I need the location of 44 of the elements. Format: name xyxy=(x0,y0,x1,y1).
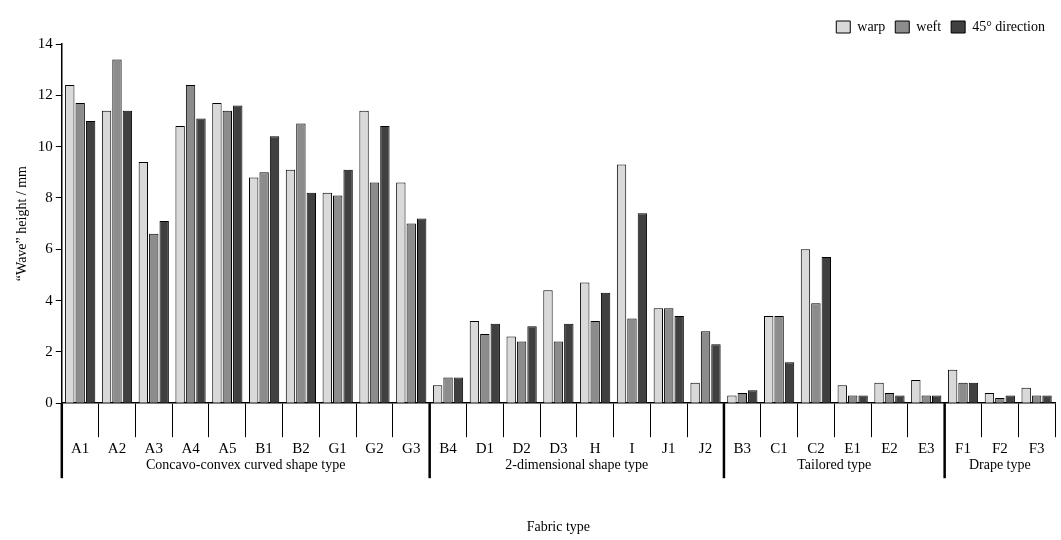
x-tick-label: F2 xyxy=(991,440,1008,457)
x-tick-label: G2 xyxy=(365,440,384,457)
y-tick-label: 0 xyxy=(45,394,53,411)
x-tick-label: G1 xyxy=(328,440,347,457)
x-tick-label: E2 xyxy=(881,440,898,457)
y-tick-label: 12 xyxy=(37,86,53,103)
y-tick-label: 6 xyxy=(45,240,54,257)
x-tick-label: I xyxy=(629,440,635,457)
y-tick-label: 10 xyxy=(37,137,53,154)
y-tick-label: 4 xyxy=(45,291,54,308)
x-tick-label: A4 xyxy=(181,440,201,457)
y-axis-title: “Wave” height / mm xyxy=(14,165,30,282)
text: 2-dimensional shape type xyxy=(505,456,649,472)
legend-label: 45° direction xyxy=(972,18,1045,34)
x-tick-label: B4 xyxy=(439,440,458,457)
y-tick-label: 8 xyxy=(45,188,53,205)
y-tick-label: 14 xyxy=(37,34,54,51)
text: Tailored type xyxy=(797,456,872,472)
x-tick-label: C1 xyxy=(770,440,788,457)
x-tick-label: B1 xyxy=(255,440,273,457)
x-axis-title: Fabric type xyxy=(526,519,591,535)
legend-label: weft xyxy=(916,18,942,34)
legend-label: warp xyxy=(857,18,886,34)
x-tick-label: E3 xyxy=(917,440,935,457)
x-tick-label: J2 xyxy=(698,440,713,457)
x-tick-label: D3 xyxy=(549,440,568,457)
x-tick-label: E1 xyxy=(844,440,862,457)
x-tick-label: A5 xyxy=(218,440,237,457)
x-tick-label: D2 xyxy=(512,440,531,457)
x-tick-label: H xyxy=(589,440,601,457)
x-tick-label: B2 xyxy=(292,440,310,457)
text: Concavo-convex curved shape type xyxy=(146,456,346,472)
x-tick-label: C2 xyxy=(807,440,825,457)
x-tick-label: F1 xyxy=(955,440,971,457)
x-tick-label: D1 xyxy=(475,440,494,457)
x-tick-label: G3 xyxy=(402,440,421,457)
x-tick-label: F3 xyxy=(1028,440,1045,457)
text: Drape type xyxy=(968,456,1031,472)
x-tick-label: B3 xyxy=(733,440,752,457)
x-tick-label: A2 xyxy=(107,440,127,457)
x-tick-label: A1 xyxy=(71,440,90,457)
y-tick-label: 2 xyxy=(45,342,53,359)
x-tick-label: A3 xyxy=(144,440,163,457)
x-tick-label: J1 xyxy=(662,440,676,457)
